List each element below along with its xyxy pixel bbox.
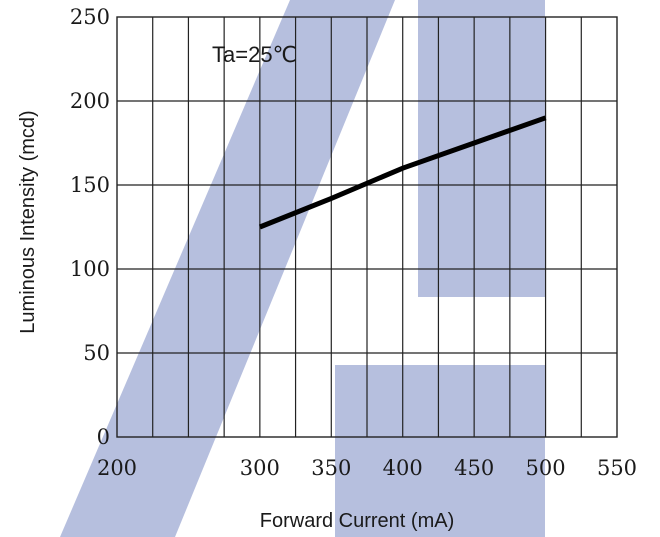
y-tick-label-3: 150 xyxy=(70,173,110,197)
x-tick-label-3: 400 xyxy=(383,456,423,480)
grid xyxy=(117,17,617,437)
x-tick-label-5: 500 xyxy=(526,456,566,480)
y-tick-label-0: 0 xyxy=(97,425,110,449)
y-tick-label-1: 50 xyxy=(83,341,110,365)
x-tick-label-4: 450 xyxy=(454,456,494,480)
temperature-annotation: Ta=25℃ xyxy=(212,42,297,67)
y-tick-label-5: 250 xyxy=(70,5,110,29)
y-axis-label: Luminous Intensity (mcd) xyxy=(17,110,39,333)
series-line-0 xyxy=(258,115,547,230)
series-layer xyxy=(258,115,547,230)
x-tick-label-6: 550 xyxy=(597,456,637,480)
plot-frame xyxy=(116,16,618,438)
x-axis-label: Forward Current (mA) xyxy=(260,510,454,532)
x-tick-label-0: 200 xyxy=(97,456,137,480)
x-tick-label-2: 350 xyxy=(311,456,351,480)
watermark-upper-right-block xyxy=(418,0,545,297)
tick-labels: 200 300 350 400 450 500 550 0 50 100 150 200 250 xyxy=(70,5,637,480)
y-tick-label-2: 100 xyxy=(70,257,110,281)
x-tick-label-1: 300 xyxy=(240,456,280,480)
y-tick-label-4: 200 xyxy=(70,89,110,113)
